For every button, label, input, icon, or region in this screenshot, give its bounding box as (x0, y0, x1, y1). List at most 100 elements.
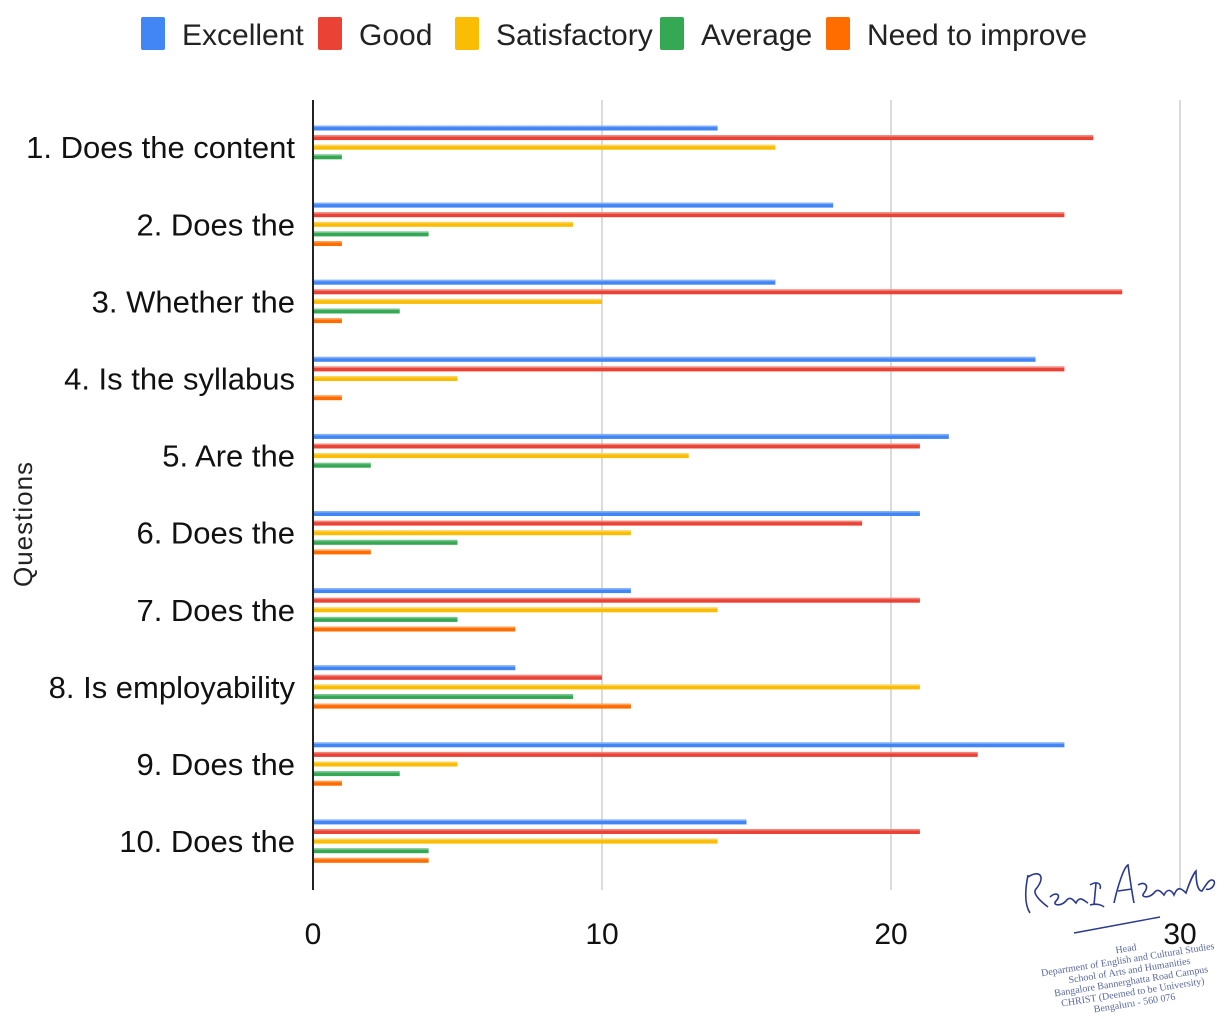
bar-need-to-improve (313, 780, 342, 786)
bar-highlight (313, 202, 834, 205)
bar-highlight (313, 135, 1094, 137)
bar-highlight (313, 607, 718, 609)
gridlines (601, 100, 1181, 890)
bar-satisfactory (313, 298, 602, 304)
x-tick-labels: 0 10 20 30 (305, 918, 1197, 951)
bar-highlight (313, 771, 400, 773)
bar-highlight (313, 433, 949, 436)
bar-highlight (313, 231, 429, 233)
legend-label: Excellent (182, 19, 304, 52)
legend-label: Satisfactory (496, 19, 653, 52)
x-tick-label: 20 (874, 918, 907, 951)
x-tick-label: 10 (585, 918, 618, 951)
legend-label: Need to improve (867, 19, 1087, 52)
bar-highlight (313, 751, 978, 754)
bar-excellent (313, 511, 920, 516)
bar-need-to-improve (313, 395, 342, 401)
category-label: 6. Does the (136, 516, 295, 551)
bar-highlight (313, 144, 776, 147)
bar-good (313, 135, 1094, 141)
bar-satisfactory (313, 453, 689, 459)
bar-highlight (313, 780, 342, 783)
bar-satisfactory (313, 376, 458, 381)
bar-need-to-improve (313, 549, 371, 555)
bar-highlight (313, 241, 342, 243)
bar-excellent (313, 588, 631, 594)
bar-highlight (313, 520, 863, 523)
bar-excellent (313, 125, 718, 131)
bar-highlight (313, 289, 1123, 291)
bar-highlight (313, 761, 458, 764)
bar-average (313, 694, 574, 699)
bar-highlight (313, 376, 458, 378)
bar-excellent (313, 433, 949, 439)
bar-highlight (313, 395, 342, 397)
bar-highlight (313, 318, 342, 320)
bar-average (313, 154, 342, 160)
bar-average (313, 231, 429, 237)
bar-highlight (313, 819, 747, 821)
bar-need-to-improve (313, 318, 342, 324)
category-label: 7. Does the (136, 593, 295, 628)
bar-need-to-improve (313, 626, 516, 632)
bar-highlight (313, 308, 400, 311)
bar-highlight (313, 616, 458, 619)
bar-average (313, 848, 429, 854)
bar-highlight (313, 356, 1036, 359)
bar-satisfactory (313, 684, 920, 690)
bar-average (313, 308, 400, 314)
legend-swatch (826, 17, 850, 50)
bar-satisfactory (313, 607, 718, 613)
bar-need-to-improve (313, 241, 342, 246)
bar-satisfactory (313, 761, 458, 767)
bar-excellent (313, 279, 776, 285)
bar-highlight (313, 684, 920, 686)
bar-excellent (313, 742, 1065, 748)
bar-highlight (313, 530, 631, 532)
x-tick-label: 0 (305, 918, 322, 951)
bar-highlight (313, 742, 1065, 744)
category-label: 10. Does the (119, 824, 295, 859)
legend-swatch (660, 17, 684, 50)
legend-swatch (455, 17, 479, 50)
category-label: 9. Does the (136, 747, 295, 782)
bar-highlight (313, 443, 920, 446)
category-label: 5. Are the (162, 439, 295, 474)
bar-average (313, 771, 400, 777)
bar-highlight (313, 212, 1065, 214)
category-label: 4. Is the syllabus (64, 362, 295, 397)
bar-good (313, 289, 1123, 295)
bar-satisfactory (313, 144, 776, 150)
bar-satisfactory (313, 530, 631, 536)
bar-excellent (313, 819, 747, 825)
bar-need-to-improve (313, 703, 631, 709)
bar-satisfactory (313, 838, 718, 844)
bar-highlight (313, 838, 718, 841)
legend-label: Good (359, 19, 432, 52)
bar-highlight (313, 694, 574, 696)
bar-highlight (313, 154, 342, 156)
bar-good (313, 829, 920, 834)
bar-satisfactory (313, 221, 574, 227)
bar-good (313, 366, 1065, 372)
bar-highlight (313, 221, 574, 224)
bar-average (313, 462, 371, 468)
category-labels: 1. Does the content 2. Does the 3. Whether… (26, 130, 295, 859)
bar-highlight (313, 366, 1065, 368)
bar-highlight (313, 279, 776, 282)
bar-highlight (313, 857, 429, 860)
bar-highlight (313, 298, 602, 301)
bar-highlight (313, 829, 920, 831)
bar-excellent (313, 665, 516, 671)
category-label: 3. Whether the (92, 284, 295, 319)
x-tick-label: 30 (1163, 918, 1196, 951)
category-label: 2. Does the (136, 207, 295, 242)
category-label: 8. Is employability (49, 670, 296, 705)
legend-swatch (318, 17, 342, 50)
bar-highlight (313, 588, 631, 590)
bar-average (313, 616, 458, 622)
bar-highlight (313, 453, 689, 455)
